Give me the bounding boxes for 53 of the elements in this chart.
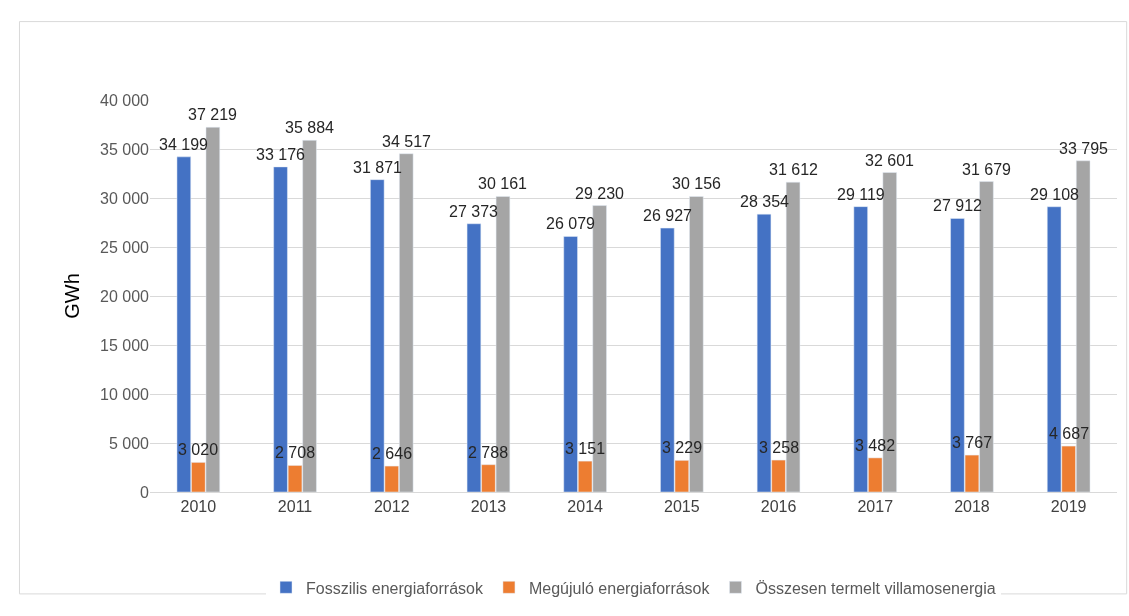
x-tick-label: 2010 [180,498,217,516]
data-label: 26 927 [643,207,693,224]
data-label: 2 788 [468,444,509,461]
y-tick-label: 40 000 [100,91,150,109]
x-tick-label: 2019 [1050,498,1087,516]
data-label: 31 871 [353,159,403,176]
data-label: 27 373 [449,203,499,220]
data-label: 3 151 [565,440,606,457]
data-label: 29 108 [1030,186,1080,203]
legend-label: Fosszilis energiaforrások [306,579,484,597]
data-label: 3 020 [178,441,219,458]
data-label: 3 482 [855,437,896,454]
data-label: 32 601 [865,152,915,169]
data-label: 3 258 [759,439,800,456]
data-label: 31 679 [962,161,1012,178]
data-label: 35 884 [285,119,335,136]
y-axis-title: GWh [60,273,83,319]
data-label: 33 176 [256,146,306,163]
legend-label: Összesen termelt villamosenergia [755,579,996,597]
data-label: 27 912 [933,197,983,214]
data-label: 4 687 [1049,425,1090,442]
y-tick-label: 5 000 [108,434,150,452]
y-tick-label: 10 000 [100,385,150,403]
y-tick-label: 35 000 [100,140,150,158]
data-label: 30 156 [672,175,722,192]
data-label: 3 767 [952,434,993,451]
y-tick-label: 0 [140,483,150,501]
y-tick-label: 20 000 [100,287,150,305]
x-tick-label: 2011 [277,498,313,516]
x-tick-label: 2015 [664,498,700,516]
x-tick-label: 2014 [567,498,604,516]
y-tick-label: 15 000 [100,336,150,354]
x-tick-label: 2018 [954,498,990,516]
x-tick-label: 2016 [760,498,797,516]
y-tick-label: 30 000 [100,189,150,207]
data-label: 34 517 [382,133,432,150]
data-label: 2 708 [275,444,316,461]
data-label: 31 612 [769,161,819,178]
x-tick-label: 2017 [857,498,894,516]
data-label: 29 230 [575,185,625,202]
y-tick-label: 25 000 [100,238,150,256]
x-tick-label: 2013 [470,498,507,516]
data-label: 30 161 [478,175,528,192]
x-tick-label: 2012 [373,498,410,516]
data-label: 28 354 [740,193,790,210]
data-label: 33 795 [1059,140,1109,157]
data-label: 2 646 [372,445,413,462]
data-label: 26 079 [546,215,596,232]
data-label: 29 119 [837,186,885,203]
data-label: 37 219 [188,106,238,123]
legend-label: Megújuló energiaforrások [528,579,711,597]
data-label: 34 199 [159,136,209,153]
data-label: 3 229 [662,439,703,456]
